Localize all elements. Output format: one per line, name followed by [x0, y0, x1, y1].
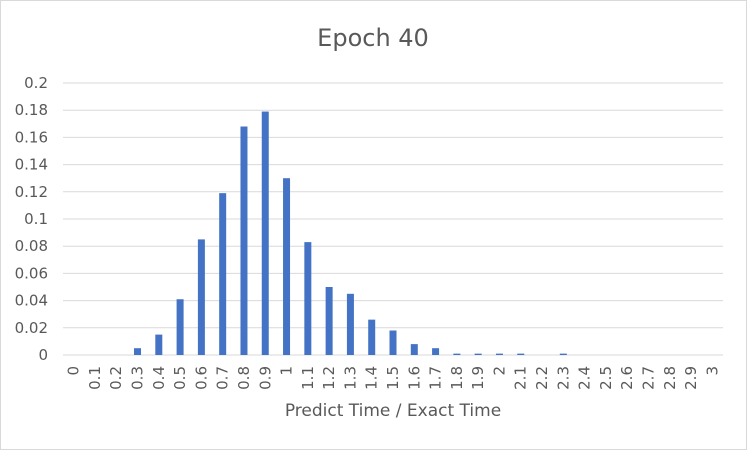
- bar: [219, 193, 227, 355]
- chart-title: Epoch 40: [317, 24, 429, 52]
- x-tick-label: 2.9: [682, 366, 700, 390]
- bar: [474, 353, 482, 355]
- bar: [389, 330, 397, 355]
- y-tick-label: 0.02: [15, 319, 48, 337]
- bar: [197, 239, 205, 355]
- bar: [517, 353, 525, 355]
- y-tick-label: 0: [38, 346, 48, 364]
- x-tick-label: 0.6: [192, 366, 210, 390]
- bar: [368, 319, 376, 355]
- bar: [559, 353, 567, 355]
- bar: [495, 353, 503, 355]
- x-tick-label: 2.3: [554, 366, 572, 390]
- y-tick-label: 0.08: [15, 237, 48, 255]
- x-tick-label: 0.1: [86, 366, 104, 390]
- x-tick-label: 2.4: [576, 366, 594, 390]
- bar: [410, 344, 418, 355]
- x-tick-label: 2.1: [512, 366, 530, 390]
- x-tick-label: 1.4: [363, 366, 381, 390]
- bar: [346, 293, 354, 355]
- gridlines: [63, 82, 723, 356]
- x-tick-label: 0.5: [171, 366, 189, 390]
- x-tick-label: 2.5: [597, 366, 615, 390]
- bar: [155, 334, 163, 355]
- x-tick-label: 1.5: [384, 366, 402, 390]
- x-tick-label: 2.8: [661, 366, 679, 390]
- x-tick-label: 2: [490, 366, 508, 376]
- bar: [304, 242, 312, 355]
- y-tick-label: 0.1: [24, 210, 48, 228]
- bar: [176, 299, 184, 355]
- x-tick-label: 0.9: [256, 366, 274, 390]
- bar: [261, 111, 269, 355]
- x-tick-label: 0: [65, 366, 83, 376]
- x-tick-label: 1.8: [448, 366, 466, 390]
- bars: [134, 111, 567, 356]
- y-tick-label: 0.04: [15, 292, 48, 310]
- bar: [453, 353, 461, 355]
- x-tick-label: 1.3: [341, 366, 359, 390]
- y-tick-label: 0.2: [24, 74, 48, 92]
- bar: [325, 287, 333, 355]
- y-tick-label: 0.14: [15, 156, 48, 174]
- x-axis-ticks: 0 0.1 0.2 0.3 0.4 0.5 0.6 0.7 0.8 0.9 1 1.1 1.2 1.3 1.…: [65, 366, 722, 390]
- bar: [432, 348, 440, 355]
- x-tick-label: 0.3: [129, 366, 147, 390]
- x-tick-label: 2.7: [639, 366, 657, 390]
- bar: [240, 126, 248, 356]
- x-tick-label: 0.8: [235, 366, 253, 390]
- x-tick-label: 0.7: [214, 366, 232, 390]
- x-axis-title: Predict Time / Exact Time: [285, 401, 501, 421]
- y-tick-label: 0.06: [15, 264, 48, 282]
- x-tick-label: 1.6: [405, 366, 423, 390]
- y-axis-ticks: 0 0.02 0.04 0.06 0.08 0.1 0.12 0.14 0.16 0.18 0.2: [15, 74, 48, 364]
- bar: [134, 348, 142, 355]
- x-tick-label: 1.7: [427, 366, 445, 390]
- x-tick-label: 2.6: [618, 366, 636, 390]
- y-tick-label: 0.12: [15, 183, 48, 201]
- x-tick-label: 0.2: [107, 366, 125, 390]
- x-tick-label: 1.2: [320, 366, 338, 390]
- y-tick-label: 0.18: [15, 101, 48, 119]
- x-tick-label: 3: [703, 366, 721, 376]
- bar: [283, 178, 291, 355]
- x-tick-label: 1.1: [299, 366, 317, 390]
- x-tick-label: 1: [278, 366, 296, 376]
- x-tick-label: 0.4: [150, 366, 168, 390]
- y-tick-label: 0.16: [15, 128, 48, 146]
- x-tick-label: 1.9: [469, 366, 487, 390]
- x-tick-label: 2.2: [533, 366, 551, 390]
